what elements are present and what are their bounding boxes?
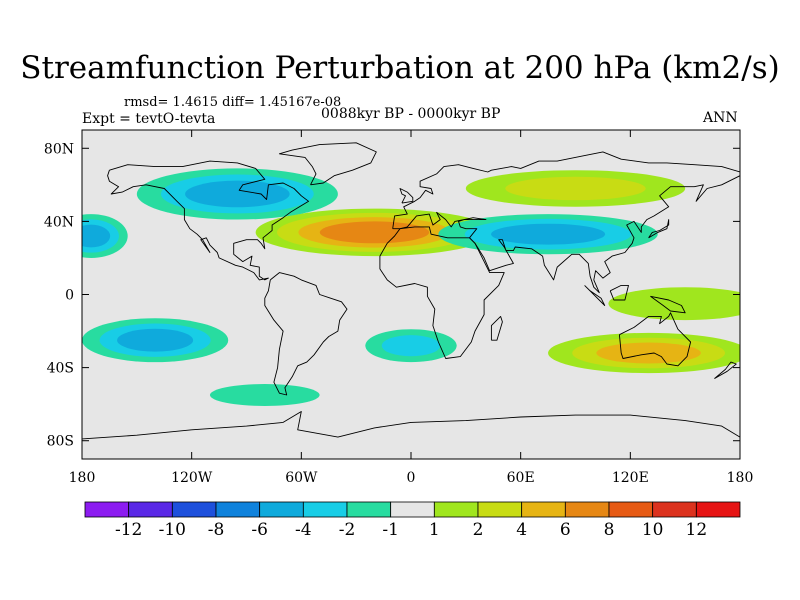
lon-tick-label: 60E bbox=[507, 470, 535, 486]
colorbar-label: -6 bbox=[251, 520, 268, 540]
colorbar-label: -1 bbox=[382, 520, 399, 540]
colorbar-swatch bbox=[477, 501, 523, 518]
lon-tick-label: 0 bbox=[407, 470, 416, 486]
colorbar-swatch bbox=[608, 501, 654, 518]
coastline-eurasia bbox=[392, 151, 740, 229]
colorbar-label: -12 bbox=[115, 520, 142, 540]
lat-tick-label: 40N bbox=[44, 214, 74, 230]
colorbar-swatch bbox=[390, 501, 435, 518]
colorbar-label: 10 bbox=[642, 520, 664, 540]
colorbar-swatch bbox=[695, 501, 741, 518]
pos-north-atlantic-level bbox=[319, 221, 430, 244]
coastline-eurasia-east bbox=[392, 175, 740, 294]
coastline-sumatra bbox=[584, 285, 606, 306]
colorbar-swatch bbox=[433, 501, 479, 518]
neg-south-pacific-level bbox=[117, 328, 194, 352]
chart-title: Streamfunction Perturbation at 200 hPa (… bbox=[20, 50, 780, 86]
pos-sw-pacific-level bbox=[608, 287, 740, 321]
colorbar-label: 2 bbox=[473, 520, 484, 540]
colorbar-label: -4 bbox=[295, 520, 312, 540]
colorbar-swatch bbox=[652, 501, 697, 518]
pos-south-pacific-east-level bbox=[596, 342, 701, 364]
colorbar-swatch bbox=[346, 501, 392, 518]
colorbar-swatch bbox=[128, 501, 173, 518]
colorbar-swatch bbox=[259, 501, 304, 518]
coastline-borneo bbox=[609, 284, 629, 301]
colorbar-swatch bbox=[84, 501, 130, 518]
lat-tick-label: 0 bbox=[65, 288, 74, 304]
colorbar-swatch bbox=[171, 501, 217, 518]
colorbar-label: 12 bbox=[686, 520, 708, 540]
coastline-south-america bbox=[264, 272, 348, 396]
coastline-north-america bbox=[107, 160, 310, 281]
neg-east-pacific-level bbox=[82, 224, 111, 248]
coastline-madagascar bbox=[490, 315, 503, 341]
coastline-australia bbox=[618, 312, 692, 367]
lat-tick-label: 40S bbox=[47, 361, 74, 377]
neg-asia-level bbox=[491, 223, 606, 245]
colorbar-label: -10 bbox=[159, 520, 186, 540]
period-text: 0088kyr BP - 0000kyr BP bbox=[321, 106, 501, 122]
experiment-text: Expt = tevtO-tevta bbox=[82, 111, 216, 127]
coastline-uk bbox=[399, 188, 414, 204]
colorbar-label: 6 bbox=[560, 520, 571, 540]
colorbar-label: -2 bbox=[339, 520, 356, 540]
lat-tick-label: 80N bbox=[44, 141, 74, 157]
colorbar-swatch bbox=[564, 501, 610, 518]
coastline-antarctica bbox=[82, 411, 740, 440]
colorbar-swatch bbox=[302, 501, 348, 518]
lon-tick-label: 60W bbox=[285, 470, 318, 486]
colorbar-label: -8 bbox=[208, 520, 225, 540]
neg-south-ocean-level bbox=[209, 384, 320, 406]
pos-siberia-level bbox=[505, 176, 646, 201]
colorbar-label: 1 bbox=[429, 520, 440, 540]
lon-tick-label: 120W bbox=[171, 470, 213, 486]
coastline-japan bbox=[648, 219, 670, 239]
neg-canada-level bbox=[185, 180, 290, 208]
colorbar-swatch bbox=[215, 501, 261, 518]
coastline-africa bbox=[379, 226, 505, 359]
season-text: ANN bbox=[703, 110, 738, 126]
lon-tick-label: 120E bbox=[612, 470, 649, 486]
neg-south-atlantic-level bbox=[381, 335, 441, 357]
stats-text: rmsd= 1.4615 diff= 1.45167e-08 bbox=[124, 95, 342, 110]
coastline-new-zealand bbox=[714, 361, 737, 379]
colorbar-label: 8 bbox=[604, 520, 615, 540]
coastline-new-guinea bbox=[650, 295, 686, 314]
colorbar-label: 4 bbox=[516, 520, 527, 540]
colorbar-swatch bbox=[521, 501, 566, 518]
lon-tick-label: 180 bbox=[727, 470, 754, 486]
lon-tick-label: 180 bbox=[69, 470, 96, 486]
lat-tick-label: 80S bbox=[47, 434, 74, 450]
coastline-greenland bbox=[278, 142, 377, 186]
